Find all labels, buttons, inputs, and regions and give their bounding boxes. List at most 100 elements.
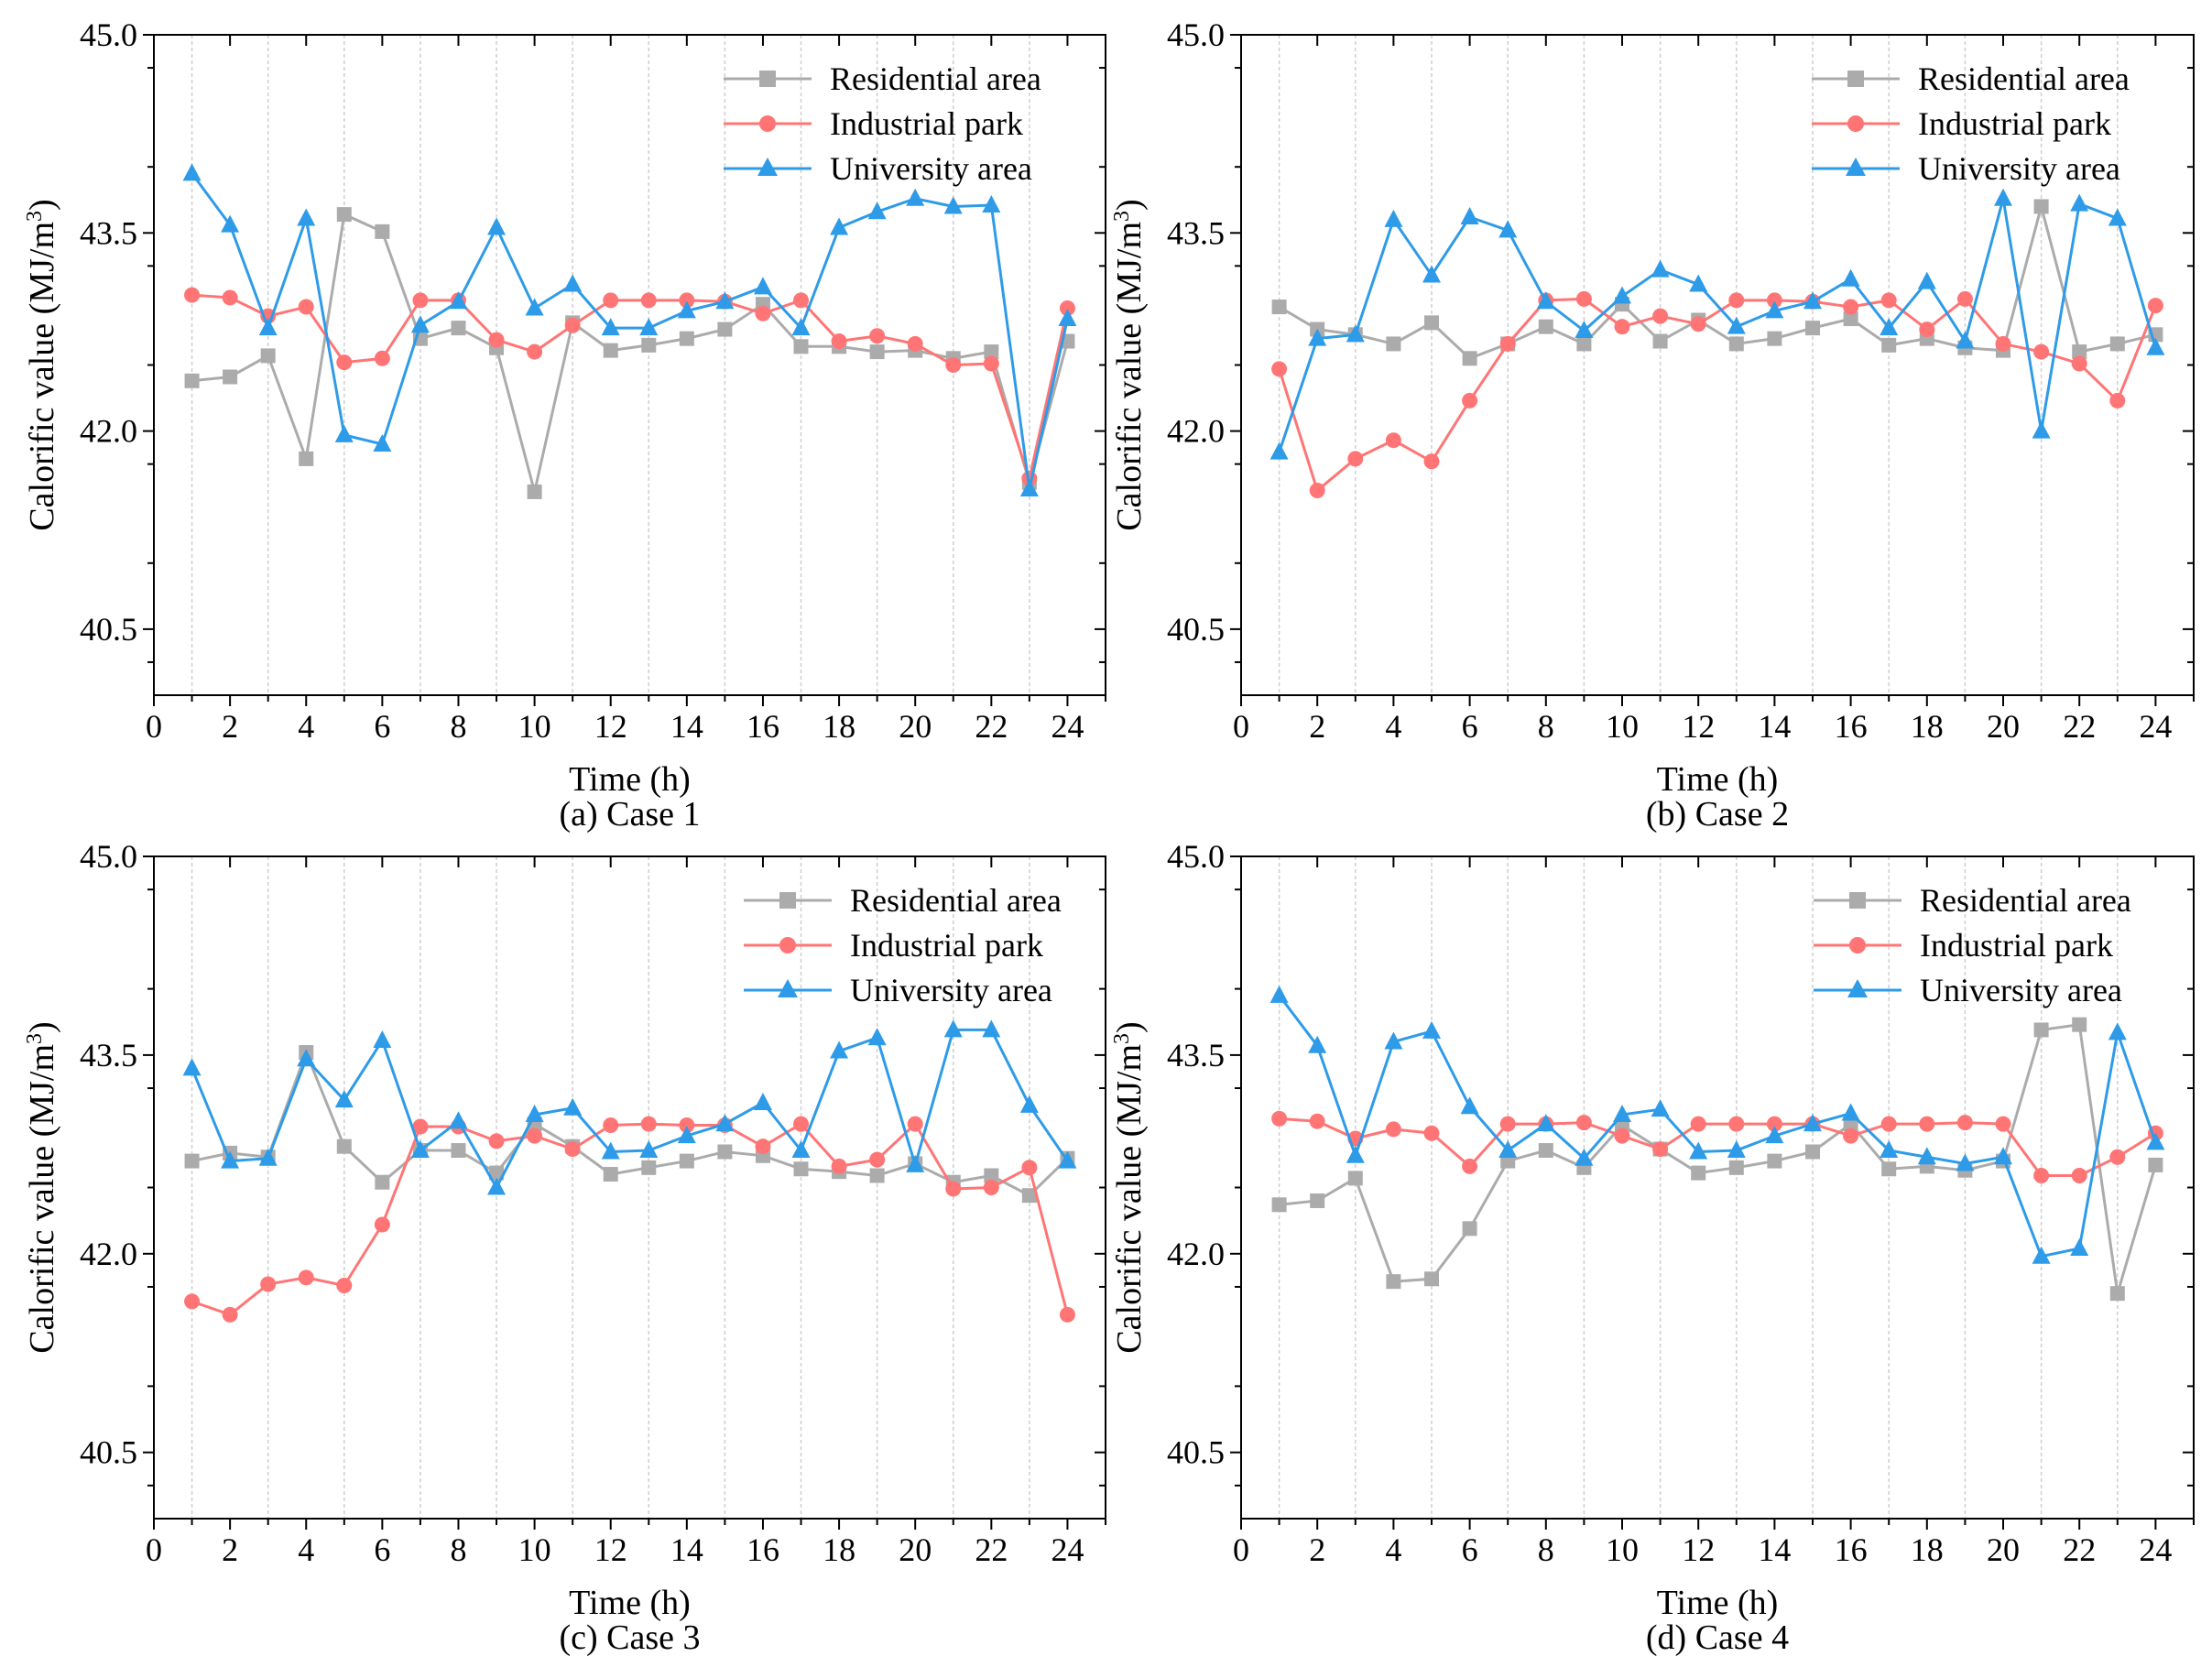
y-axis-label-main: Calorific value (MJ/m bbox=[23, 222, 61, 531]
data-point-square bbox=[641, 337, 657, 353]
data-point-triangle bbox=[1613, 286, 1631, 304]
legend-circle-icon bbox=[779, 937, 796, 953]
series-university-area bbox=[1269, 985, 2165, 1264]
y-tick-label: 45.0 bbox=[80, 16, 137, 53]
data-point-circle bbox=[1766, 292, 1782, 309]
data-point-triangle bbox=[182, 163, 202, 181]
y-tick-label: 43.5 bbox=[1167, 214, 1225, 251]
data-point-triangle bbox=[906, 188, 925, 206]
chart-title: (a) Case 1 bbox=[559, 795, 700, 834]
data-point-triangle bbox=[1841, 268, 1860, 287]
data-point-square bbox=[1386, 1274, 1401, 1290]
data-point-triangle bbox=[525, 298, 544, 316]
data-point-triangle bbox=[1346, 1145, 1365, 1163]
y-axis-label-sup: 3 bbox=[23, 211, 47, 222]
data-point-circle bbox=[1462, 1158, 1478, 1174]
chart-panel-2: 0 2 4 6 8 10 12 14 16 18 20 22 2440.542.043.545.0Tim… bbox=[1110, 16, 2195, 834]
data-point-triangle bbox=[753, 1092, 772, 1110]
x-tick-label: 16 bbox=[1835, 708, 1868, 745]
data-point-triangle bbox=[943, 1019, 963, 1038]
data-point-circle bbox=[755, 1139, 771, 1155]
data-point-triangle bbox=[334, 1090, 354, 1108]
data-point-square bbox=[2072, 344, 2087, 360]
x-tick-label: 16 bbox=[746, 708, 779, 745]
data-point-triangle bbox=[2070, 193, 2089, 212]
legend-triangle-icon bbox=[1846, 158, 1866, 176]
series-industrial-park bbox=[184, 1116, 1075, 1323]
chart-panel-4: 0 2 4 6 8 10 12 14 16 18 20 22 2440.542.043.545.0Tim… bbox=[1110, 838, 2195, 1657]
data-point-triangle bbox=[373, 434, 392, 452]
data-point-triangle bbox=[601, 1141, 620, 1160]
data-point-circle bbox=[1919, 321, 1935, 338]
data-point-circle bbox=[679, 1117, 695, 1134]
data-point-triangle bbox=[1803, 1114, 1822, 1132]
data-point-triangle bbox=[906, 1154, 925, 1172]
data-point-square bbox=[2033, 1022, 2049, 1038]
y-tick-label: 40.5 bbox=[1167, 1434, 1225, 1471]
x-tick-label: 16 bbox=[746, 1531, 779, 1568]
legend-item: Residential area bbox=[1814, 882, 2131, 919]
data-point-triangle bbox=[2032, 1246, 2051, 1264]
chart-panel-1: 0 2 4 6 8 10 12 14 16 18 20 22 2440.542.043.545.0Tim… bbox=[23, 16, 1106, 834]
data-point-square bbox=[336, 207, 352, 223]
x-tick-label: 8 bbox=[1538, 1531, 1554, 1568]
legend-triangle-icon bbox=[1847, 979, 1868, 997]
data-point-square bbox=[375, 1174, 390, 1190]
series-industrial-park bbox=[1271, 290, 2163, 498]
y-axis-label: Calorific value (MJ/m3) bbox=[23, 1021, 61, 1353]
data-point-square bbox=[679, 1153, 694, 1169]
x-tick-label: 4 bbox=[1385, 1531, 1401, 1568]
data-point-square bbox=[1271, 1197, 1287, 1213]
data-point-circle bbox=[1956, 290, 1973, 307]
legend-square-icon bbox=[759, 71, 776, 87]
x-tick-label: 6 bbox=[1462, 1531, 1478, 1568]
legend-label: University area bbox=[830, 150, 1032, 187]
data-point-circle bbox=[184, 287, 201, 303]
x-tick-label: 0 bbox=[1233, 1531, 1249, 1568]
data-point-circle bbox=[1843, 299, 1859, 315]
x-tick-label: 6 bbox=[374, 708, 390, 745]
data-point-circle bbox=[1347, 451, 1364, 467]
data-point-circle bbox=[1956, 1115, 1973, 1131]
data-point-square bbox=[1462, 351, 1477, 366]
data-point-triangle bbox=[1880, 1140, 1899, 1159]
legend-label: University area bbox=[1920, 972, 2122, 1008]
x-tick-label: 4 bbox=[298, 1531, 314, 1568]
data-point-triangle bbox=[487, 1177, 507, 1195]
y-tick-label: 40.5 bbox=[80, 1434, 137, 1471]
data-point-triangle bbox=[753, 277, 772, 295]
legend-item: University area bbox=[1812, 150, 2120, 187]
data-point-triangle bbox=[297, 1049, 316, 1067]
legend-label: Industrial park bbox=[1918, 105, 2111, 142]
data-point-triangle bbox=[1308, 328, 1327, 346]
data-point-circle bbox=[945, 357, 962, 373]
data-point-circle bbox=[1499, 1116, 1516, 1132]
data-point-triangle bbox=[1346, 324, 1365, 343]
data-point-circle bbox=[1271, 1110, 1288, 1127]
y-axis-label: Calorific value (MJ/m3) bbox=[23, 199, 61, 530]
data-point-circle bbox=[1995, 335, 2011, 352]
data-point-square bbox=[2072, 1017, 2087, 1032]
data-point-circle bbox=[336, 1278, 353, 1294]
data-point-triangle bbox=[449, 291, 468, 310]
data-point-circle bbox=[1995, 1116, 2011, 1132]
data-point-square bbox=[2109, 1286, 2125, 1302]
series-university-area bbox=[182, 163, 1077, 497]
y-axis-label-main: Calorific value (MJ/m bbox=[1110, 1044, 1149, 1354]
y-axis-label: Calorific value (MJ/m3) bbox=[1110, 199, 1149, 530]
y-axis-label-sup: 3 bbox=[23, 1033, 47, 1044]
x-tick-label: 22 bbox=[2063, 708, 2096, 745]
data-point-square bbox=[1881, 337, 1897, 353]
data-point-square bbox=[1843, 311, 1858, 327]
x-tick-label: 22 bbox=[2063, 1531, 2096, 1568]
data-point-circle bbox=[1575, 290, 1592, 307]
series-line bbox=[1278, 201, 2156, 361]
x-tick-label: 6 bbox=[1462, 708, 1478, 745]
legend-circle-icon bbox=[1847, 115, 1864, 132]
series-line bbox=[1278, 198, 2157, 453]
data-point-triangle bbox=[1536, 291, 1555, 310]
data-point-circle bbox=[488, 332, 505, 348]
data-point-triangle bbox=[943, 196, 963, 214]
y-tick-label: 42.0 bbox=[80, 413, 137, 450]
data-point-circle bbox=[336, 354, 353, 371]
